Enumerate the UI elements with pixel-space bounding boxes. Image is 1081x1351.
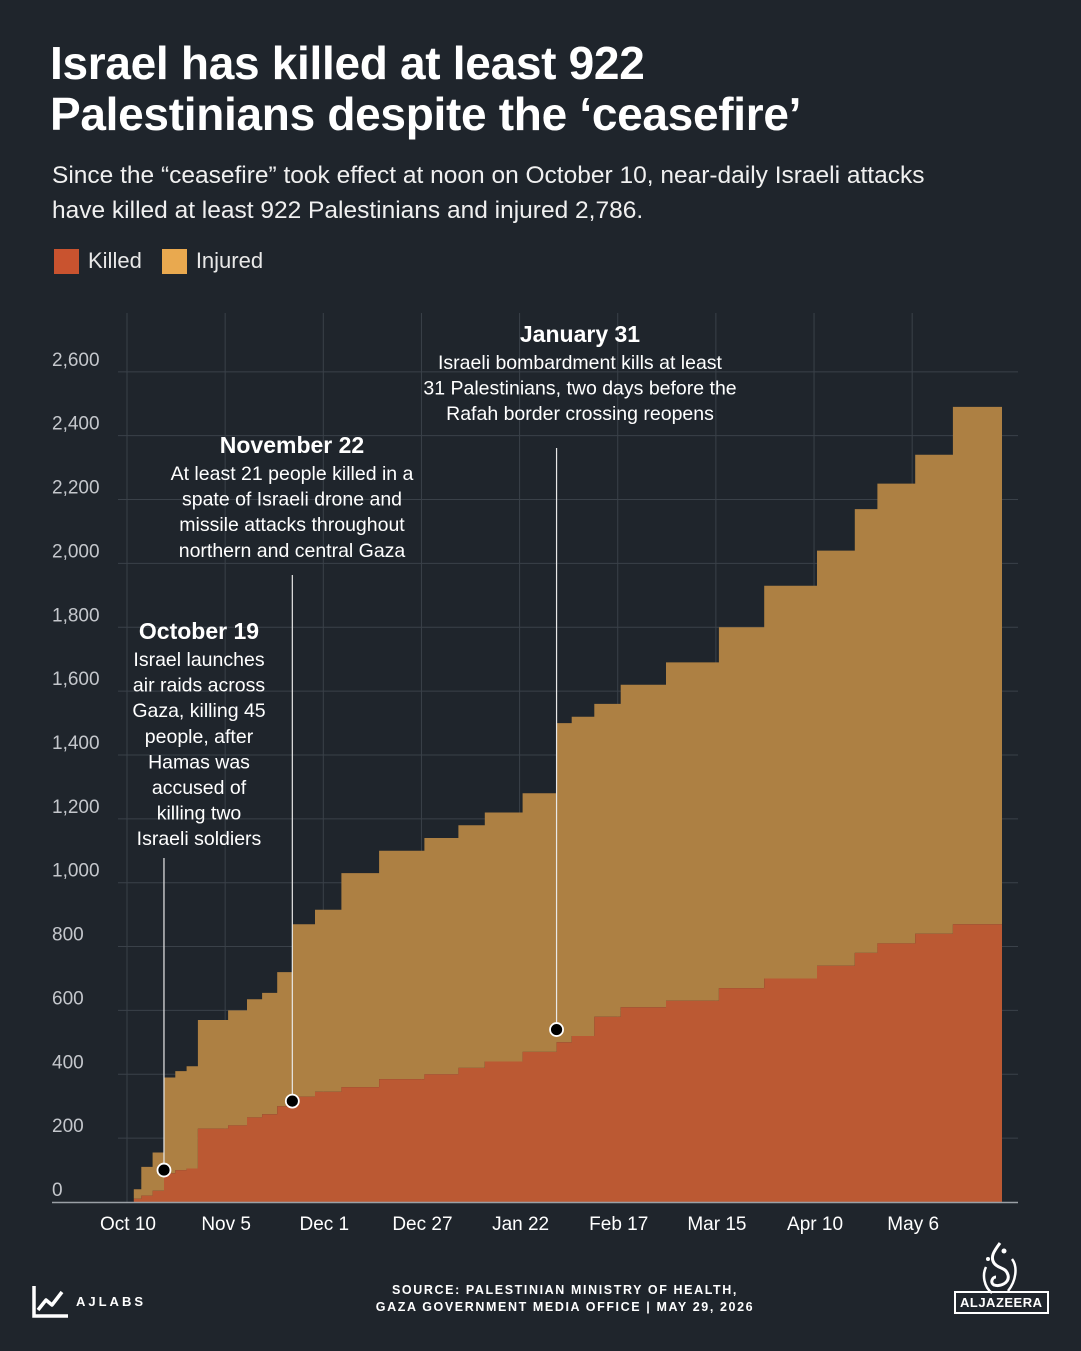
y-tick-labels: 0 200 400 600 800 1,000 1,200 1,400 1,600 1,800 2,… — [52, 350, 100, 1201]
annotations: October 19 Israel launches air raids acros… — [132, 321, 737, 1178]
x-tick-label: Jan 22 — [492, 1214, 549, 1235]
title-line-2: Palestinians despite the ‘ceasefire’ — [50, 88, 802, 140]
x-tick-label: Mar 15 — [687, 1214, 746, 1235]
annotation-text-line: Israeli soldiers — [137, 828, 262, 850]
annotation-text-line: northern and central Gaza — [179, 540, 406, 562]
subtitle-line-1: Since the “ceasefire” took effect at noo… — [52, 162, 925, 189]
annotation-text-line: At least 21 people killed in a — [171, 463, 414, 485]
y-tick-label: 1,000 — [52, 861, 100, 882]
annotation-text-line: Rafah border crossing reopens — [446, 403, 714, 425]
y-tick-label: 800 — [52, 925, 84, 946]
annotation-marker — [549, 1022, 564, 1037]
source-line-1: SOURCE: PALESTINIAN MINISTRY OF HEALTH, — [392, 1283, 738, 1297]
y-tick-label: 1,800 — [52, 605, 100, 626]
annotation-text-line: missile attacks throughout — [179, 514, 405, 536]
y-tick-label: 1,200 — [52, 797, 100, 818]
annotation-title: January 31 — [520, 321, 640, 347]
annotation-jan-31: January 31 Israeli bombardment kills at l… — [423, 321, 737, 1037]
chart-line-icon — [32, 1286, 68, 1318]
ajlabs-logo: AJLABS — [30, 1282, 146, 1320]
chart-subtitle: Since the “ceasefire” took effect at noo… — [52, 158, 1052, 228]
annotation-text-line: Gaza, killing 45 — [132, 700, 265, 722]
y-tick-label: 2,200 — [52, 478, 100, 499]
x-tick-label: Dec 27 — [392, 1214, 452, 1235]
title-line-1: Israel has killed at least 922 — [50, 37, 645, 89]
aljazeera-logo-text: ALJAZEERA — [954, 1291, 1049, 1314]
x-tick-labels: Oct 10 Nov 5 Dec 1 Dec 27 Jan 22 Feb 17 Mar 15… — [100, 1214, 939, 1235]
y-tick-label: 200 — [52, 1116, 84, 1137]
x-tick-label: Dec 1 — [299, 1214, 349, 1235]
series-killed-area — [130, 907, 1002, 1202]
source-note: SOURCE: PALESTINIAN MINISTRY OF HEALTH, … — [300, 1282, 830, 1316]
y-tick-label: 2,600 — [52, 350, 100, 371]
legend-label-injured: Injured — [195, 248, 264, 273]
subtitle-line-2: have killed at least 922 Palestinians an… — [52, 197, 644, 224]
x-tick-label: Apr 10 — [787, 1214, 843, 1235]
x-tick-label: Nov 5 — [201, 1214, 251, 1235]
annotation-text-line: Israel launches — [133, 649, 264, 671]
annotation-text-line: 31 Palestinians, two days before the — [423, 378, 736, 400]
series-injured-area — [130, 312, 1002, 1202]
legend-label-killed: Killed — [88, 248, 142, 273]
legend-item-killed: Killed — [54, 248, 142, 274]
x-tick-label: Oct 10 — [100, 1214, 156, 1235]
ajlabs-text: AJLABS — [76, 1293, 147, 1309]
annotation-text-line: accused of — [152, 777, 247, 799]
legend-item-injured: Injured — [161, 248, 264, 274]
annotation-text-line: Hamas was — [148, 751, 250, 773]
annotation-text-line: killing two — [157, 803, 242, 825]
annotation-marker — [284, 1093, 300, 1109]
y-tick-label: 400 — [52, 1052, 84, 1073]
y-tick-label: 2,400 — [52, 414, 100, 435]
y-tick-label: 1,400 — [52, 733, 100, 754]
annotation-oct-19: October 19 Israel launches air raids acros… — [132, 618, 266, 1178]
y-tick-label: 0 — [52, 1180, 63, 1201]
y-tick-label: 600 — [52, 988, 84, 1009]
annotation-text-line: air raids across — [133, 675, 265, 697]
areas — [130, 312, 1002, 1202]
annotation-text-line: Israeli bombardment kills at least — [438, 352, 723, 374]
annotation-text-line: spate of Israeli drone and — [182, 489, 402, 511]
chart-title: Israel has killed at least 922 Palestini… — [50, 38, 1050, 140]
annotation-nov-22: November 22 At least 21 people killed in … — [171, 432, 414, 1109]
annotation-title: October 19 — [139, 618, 259, 644]
x-tick-label: Feb 17 — [589, 1214, 648, 1235]
y-tick-label: 1,600 — [52, 669, 100, 690]
legend: Killed Injured — [54, 248, 283, 274]
legend-swatch-killed — [54, 248, 79, 274]
annotation-title: November 22 — [220, 432, 364, 458]
source-line-2: GAZA GOVERNMENT MEDIA OFFICE | MAY 29, 2… — [375, 1300, 755, 1314]
annotation-marker — [156, 1162, 172, 1178]
legend-swatch-injured — [161, 248, 187, 274]
annotation-text-line: people, after — [145, 726, 254, 748]
y-tick-label: 2,000 — [52, 541, 100, 562]
x-tick-label: May 6 — [887, 1214, 939, 1235]
